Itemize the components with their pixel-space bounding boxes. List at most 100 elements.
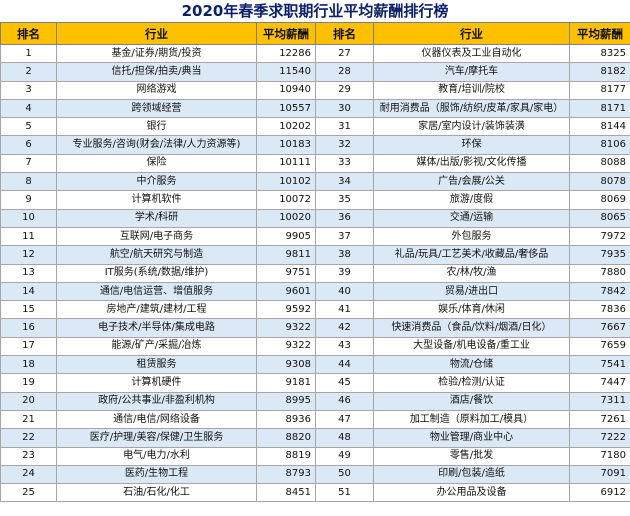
rank-cell: 1 (0, 43, 57, 64)
rank-cell: 23 (0, 446, 57, 466)
salary-cell: 7842 (569, 281, 630, 302)
industry-cell: 基金/证券/期货/投资 (56, 43, 257, 64)
salary-cell: 7261 (569, 409, 630, 430)
rank-cell: 45 (315, 373, 374, 393)
salary-cell: 9181 (256, 373, 316, 393)
salary-cell: 10111 (256, 153, 316, 174)
table-row: 3 网络游戏 10940 29 教育/培训/院校 8177 (0, 80, 630, 100)
rank-cell: 35 (315, 190, 374, 210)
salary-cell: 8144 (569, 117, 630, 137)
salary-cell: 8106 (569, 135, 630, 155)
industry-cell: 物业管理/商业中心 (373, 428, 570, 448)
salary-cell: 10940 (256, 80, 316, 100)
table-row: 16 电子技术/半导体/集成电路 9322 42 快速消费品（食品/饮料/烟酒/日化） 7… (0, 318, 630, 338)
rank-cell: 29 (315, 80, 374, 100)
rank-cell: 12 (0, 245, 57, 265)
rank-cell: 15 (0, 300, 57, 320)
rank-cell: 28 (315, 62, 374, 82)
table-row: 21 通信/电信/网络设备 8936 47 加工制造（原料加工/模具） 7261 (0, 409, 630, 430)
rank-cell: 43 (315, 336, 374, 357)
industry-cell: 教育/培训/院校 (373, 80, 570, 100)
rank-cell: 21 (0, 409, 57, 430)
rank-cell: 40 (315, 281, 374, 302)
industry-cell: 政府/公共事业/非盈利机构 (56, 391, 257, 411)
industry-cell: 房地产/建筑/建材/工程 (56, 300, 257, 320)
salary-cell: 7972 (569, 226, 630, 247)
table-row: 22 医疗/护理/美容/保健/卫生服务 8820 48 物业管理/商业中心 7222 (0, 428, 630, 448)
rank-cell: 32 (315, 135, 374, 155)
salary-ranking-table: 排名 行业 平均薪酬 排名 行业 平均薪酬 1 基金/证券/期货/投资 12286 2… (0, 22, 630, 503)
rank-cell: 7 (0, 153, 57, 174)
salary-cell: 10202 (256, 117, 316, 137)
industry-cell: 快速消费品（食品/饮料/烟酒/日化） (373, 318, 570, 338)
industry-cell: 印刷/包装/造纸 (373, 464, 570, 485)
rank-cell: 50 (315, 464, 374, 485)
industry-cell: 加工制造（原料加工/模具） (373, 409, 570, 430)
rank-cell: 8 (0, 172, 57, 192)
industry-cell: 银行 (56, 117, 257, 137)
rank-cell: 20 (0, 391, 57, 411)
salary-cell: 8171 (569, 98, 630, 119)
rank-cell: 11 (0, 226, 57, 247)
industry-cell: 保险 (56, 153, 257, 174)
salary-cell: 7091 (569, 464, 630, 485)
industry-cell: 跨领域经营 (56, 98, 257, 119)
rank-cell: 4 (0, 98, 57, 119)
industry-cell: 医药/生物工程 (56, 464, 257, 485)
rank-cell: 10 (0, 208, 57, 228)
rank-cell: 19 (0, 373, 57, 393)
table-row: 25 石油/石化/化工 8451 51 办公用品及设备 6912 (0, 483, 630, 503)
industry-cell: 酒店/餐饮 (373, 391, 570, 411)
industry-cell: 互联网/电子商务 (56, 226, 257, 247)
table-row: 6 专业服务/咨询(财会/法律/人力资源等) 10183 32 环保 8106 (0, 135, 630, 155)
rank-cell: 24 (0, 464, 57, 485)
industry-cell: 物流/仓储 (373, 355, 570, 375)
salary-cell: 9905 (256, 226, 316, 247)
rank-cell: 3 (0, 80, 57, 100)
rank-cell: 25 (0, 483, 57, 503)
rank-cell: 46 (315, 391, 374, 411)
rank-cell: 2 (0, 62, 57, 82)
salary-cell: 7180 (569, 446, 630, 466)
salary-cell: 7880 (569, 263, 630, 283)
industry-cell: 广告/会展/公关 (373, 172, 570, 192)
table-row: 17 能源/矿产/采掘/冶炼 9322 43 大型设备/机电设备/重工业 7659 (0, 336, 630, 357)
industry-cell: 环保 (373, 135, 570, 155)
rank-cell: 14 (0, 281, 57, 302)
salary-cell: 7836 (569, 300, 630, 320)
salary-cell: 8088 (569, 153, 630, 174)
industry-cell: 航空/航天研究与制造 (56, 245, 257, 265)
salary-cell: 8078 (569, 172, 630, 192)
rank-cell: 49 (315, 446, 374, 466)
header-industry-right: 行业 (373, 22, 570, 45)
rank-cell: 9 (0, 190, 57, 210)
salary-cell: 6912 (569, 483, 630, 503)
rank-cell: 17 (0, 336, 57, 357)
rank-cell: 16 (0, 318, 57, 338)
salary-cell: 8820 (256, 428, 316, 448)
table-row: 7 保险 10111 33 媒体/出版/影视/文化传播 8088 (0, 153, 630, 174)
table-row: 8 中介服务 10102 34 广告/会展/公关 8078 (0, 172, 630, 192)
salary-cell: 8793 (256, 464, 316, 485)
table-row: 23 电气/电力/水利 8819 49 零售/批发 7180 (0, 446, 630, 466)
table-row: 15 房地产/建筑/建材/工程 9592 41 娱乐/体育/休闲 7836 (0, 300, 630, 320)
industry-cell: 医疗/护理/美容/保健/卫生服务 (56, 428, 257, 448)
table-row: 18 租赁服务 9308 44 物流/仓储 7541 (0, 355, 630, 375)
salary-cell: 7935 (569, 245, 630, 265)
rank-cell: 41 (315, 300, 374, 320)
industry-cell: 汽车/摩托车 (373, 62, 570, 82)
salary-cell: 12286 (256, 43, 316, 64)
salary-cell: 8177 (569, 80, 630, 100)
table-row: 9 计算机软件 10072 35 旅游/度假 8069 (0, 190, 630, 210)
salary-cell: 10020 (256, 208, 316, 228)
salary-cell: 10072 (256, 190, 316, 210)
salary-cell: 7659 (569, 336, 630, 357)
table-row: 4 跨领域经营 10557 30 耐用消费品（服饰/纺织/皮革/家具/家电） 8171 (0, 98, 630, 119)
table-row: 1 基金/证券/期货/投资 12286 27 仪器仪表及工业自动化 8325 (0, 43, 630, 64)
industry-cell: 中介服务 (56, 172, 257, 192)
rank-cell: 48 (315, 428, 374, 448)
table-row: 20 政府/公共事业/非盈利机构 8995 46 酒店/餐饮 7311 (0, 391, 630, 411)
rank-cell: 6 (0, 135, 57, 155)
salary-cell: 8819 (256, 446, 316, 466)
industry-cell: 检验/检测/认证 (373, 373, 570, 393)
